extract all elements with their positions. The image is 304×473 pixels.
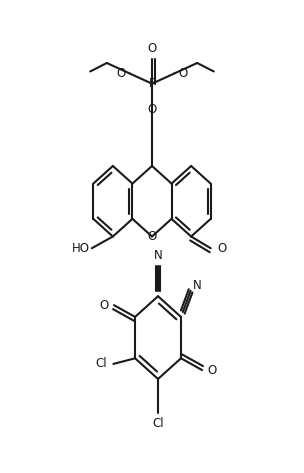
Text: N: N [154, 249, 162, 263]
Text: Cl: Cl [152, 417, 164, 429]
Text: O: O [147, 43, 157, 55]
Text: N: N [193, 279, 202, 292]
Text: O: O [99, 298, 109, 312]
Text: Cl: Cl [96, 358, 107, 370]
Text: O: O [208, 364, 217, 377]
Text: O: O [178, 67, 188, 80]
Text: P: P [148, 77, 156, 90]
Text: O: O [147, 230, 157, 243]
Text: O: O [147, 103, 157, 116]
Text: O: O [116, 67, 126, 80]
Text: HO: HO [72, 242, 90, 255]
Text: O: O [217, 242, 226, 255]
